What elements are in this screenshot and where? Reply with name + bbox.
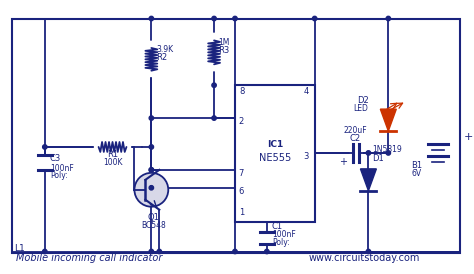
Circle shape xyxy=(135,173,168,207)
Text: R1: R1 xyxy=(107,150,118,159)
Text: 1: 1 xyxy=(239,208,244,217)
Text: www.circuitstoday.com: www.circuitstoday.com xyxy=(309,253,420,264)
Text: LED: LED xyxy=(354,104,368,113)
Bar xyxy=(235,85,315,222)
Circle shape xyxy=(386,151,391,155)
Circle shape xyxy=(386,16,391,21)
Circle shape xyxy=(149,168,154,172)
Circle shape xyxy=(149,168,154,172)
Text: Q1: Q1 xyxy=(147,213,159,222)
Circle shape xyxy=(366,249,371,254)
Polygon shape xyxy=(360,169,376,191)
Circle shape xyxy=(43,145,47,149)
Text: R2: R2 xyxy=(156,53,167,62)
Circle shape xyxy=(212,83,216,87)
Circle shape xyxy=(212,116,216,120)
Text: C3: C3 xyxy=(50,154,61,163)
Text: 100nF: 100nF xyxy=(272,230,296,239)
Text: 1N5819: 1N5819 xyxy=(373,145,402,154)
Text: +: + xyxy=(464,132,474,142)
Circle shape xyxy=(212,16,216,21)
Circle shape xyxy=(312,16,317,21)
Text: IC1: IC1 xyxy=(267,141,283,149)
Text: 6: 6 xyxy=(238,187,243,196)
Text: +: + xyxy=(339,157,347,167)
Text: BC548: BC548 xyxy=(141,221,166,230)
Text: 8: 8 xyxy=(239,87,245,96)
Text: D2: D2 xyxy=(356,96,368,105)
Text: D1: D1 xyxy=(373,154,384,163)
Text: 1M: 1M xyxy=(218,38,229,47)
Circle shape xyxy=(157,249,162,254)
Text: R3: R3 xyxy=(218,46,229,55)
Text: 3: 3 xyxy=(304,152,309,161)
Text: C2: C2 xyxy=(350,134,361,143)
Text: L1: L1 xyxy=(14,244,25,253)
Circle shape xyxy=(43,249,47,254)
Text: 100nF: 100nF xyxy=(50,164,73,173)
Polygon shape xyxy=(380,109,396,131)
Circle shape xyxy=(264,249,269,254)
Text: 4: 4 xyxy=(304,87,309,96)
Circle shape xyxy=(149,16,154,21)
Text: C1: C1 xyxy=(272,222,283,231)
Text: 6V: 6V xyxy=(411,169,421,178)
Text: Poly:: Poly: xyxy=(272,238,290,247)
Circle shape xyxy=(233,249,237,254)
Text: 3.9K: 3.9K xyxy=(156,45,173,54)
Text: 100K: 100K xyxy=(103,158,122,167)
Text: NE555: NE555 xyxy=(259,153,291,163)
Text: 2: 2 xyxy=(238,117,243,126)
Text: B1: B1 xyxy=(410,161,422,170)
Text: 220uF: 220uF xyxy=(344,126,367,135)
Circle shape xyxy=(149,185,154,190)
Text: 7: 7 xyxy=(238,169,243,178)
Circle shape xyxy=(149,116,154,120)
Circle shape xyxy=(149,249,154,254)
Circle shape xyxy=(366,151,371,155)
Text: Mobile incoming call indicator: Mobile incoming call indicator xyxy=(16,253,162,264)
Circle shape xyxy=(149,145,154,149)
Bar xyxy=(12,19,460,253)
Circle shape xyxy=(233,16,237,21)
Text: Poly:: Poly: xyxy=(50,171,67,180)
